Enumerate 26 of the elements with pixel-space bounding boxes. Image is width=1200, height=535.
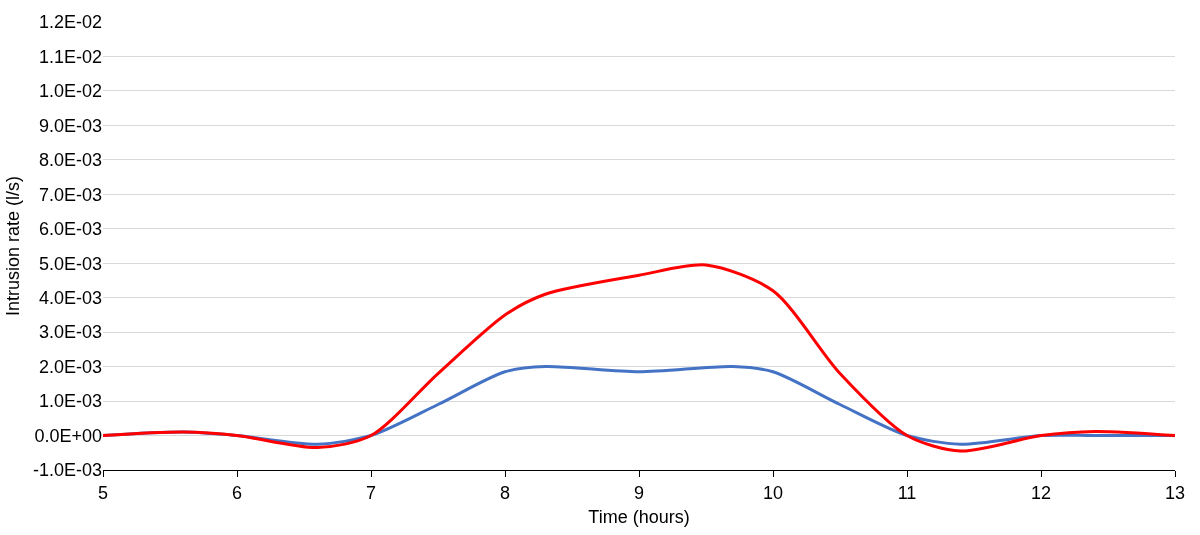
- y-tick-label: 7.0E-03: [38, 184, 102, 205]
- x-tick-label: 12: [1030, 482, 1052, 503]
- x-tick-label: 13: [1164, 482, 1186, 503]
- y-tick-label: 8.0E-03: [38, 150, 102, 171]
- line-series: [103, 263, 1175, 453]
- y-tick-label: 2.0E-03: [38, 356, 102, 377]
- x-tick-label: 5: [97, 482, 109, 503]
- x-tick-label: 7: [365, 482, 377, 503]
- y-tick-label: 0.0E+00: [34, 425, 102, 446]
- y-tick-label: 1.0E-02: [38, 81, 102, 102]
- x-tick-label: 10: [762, 482, 784, 503]
- x-tick-label: 6: [231, 482, 243, 503]
- y-tick-label: 5.0E-03: [38, 253, 102, 274]
- x-tick-label: 11: [897, 482, 917, 503]
- y-tick-label: 4.0E-03: [38, 287, 102, 308]
- x-tick-label: 9: [633, 482, 645, 503]
- y-tick-label: 9.0E-03: [38, 115, 102, 136]
- y-tick-label: 1.2E-02: [38, 12, 102, 33]
- x-axis-title: Time (hours): [588, 506, 690, 527]
- y-tick-label: -1.0E-03: [32, 460, 102, 481]
- y-tick-label: 6.0E-03: [38, 219, 102, 240]
- y-tick-label: 1.1E-02: [38, 46, 102, 67]
- y-axis-title: Intrusion rate (l/s): [3, 175, 24, 317]
- x-tick-label: 8: [499, 482, 511, 503]
- y-tick-label: 1.0E-03: [38, 391, 102, 412]
- y-tick-label: 3.0E-03: [38, 322, 102, 343]
